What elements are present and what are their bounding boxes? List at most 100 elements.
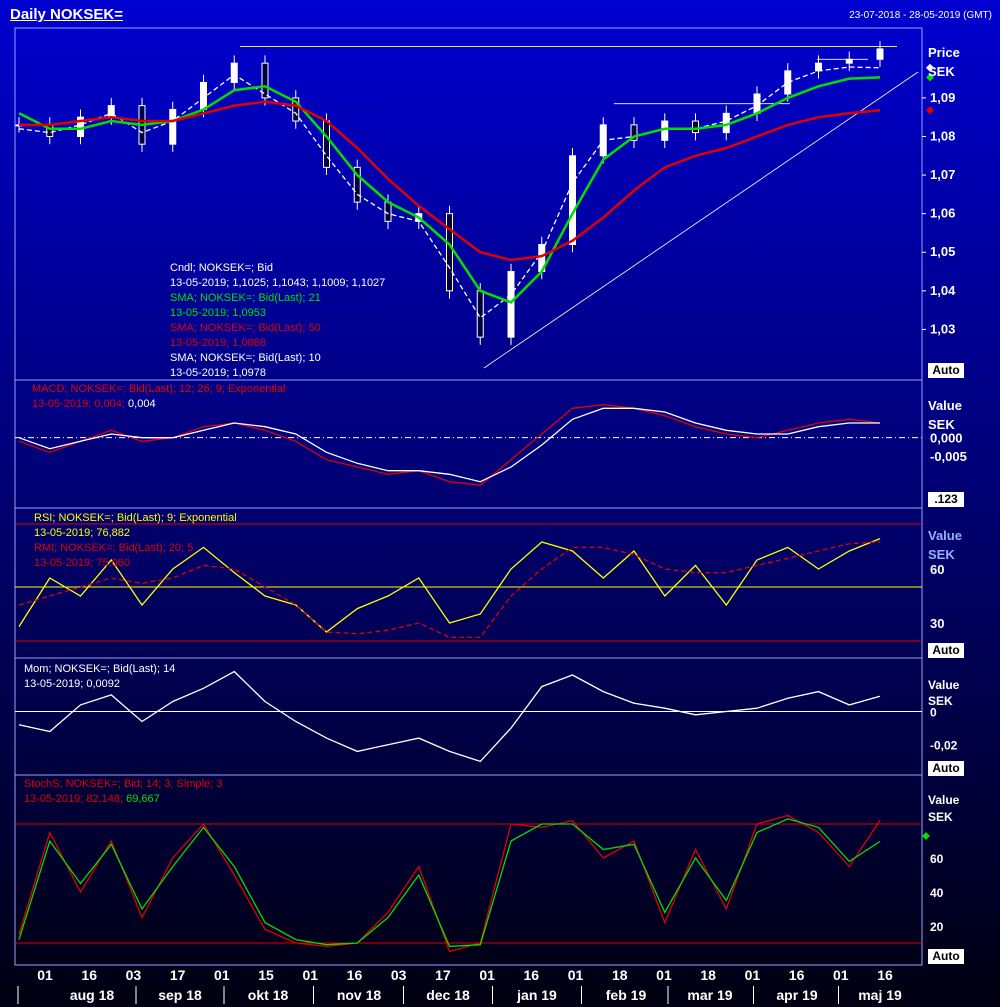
panel-frames: 1,09 1,08 1,07 1,06 1,05 1,04 1,03 0,000 -0,005 6… [14, 27, 967, 966]
candle-body [230, 62, 238, 83]
rsi-auto-button[interactable]: Auto [928, 643, 964, 658]
candle-body [446, 213, 453, 292]
rsi-legend-line: RMI; NOKSEK=; Bid(Last); 20; 5 [34, 542, 194, 554]
macd-legend-title: MACD; NOKSEK=; Bid(Last); 12; 26; 9; Exp… [32, 383, 286, 395]
support-trendline [483, 71, 919, 369]
sma-line-sma21 [18, 76, 881, 304]
rsi-unit-label: Value [928, 528, 962, 543]
price-legend-line: SMA; NOKSEK=; Bid(Last); 50 [170, 322, 321, 334]
mom-unit-label: Value [928, 678, 960, 692]
macd-legend-value-b: 0,004 [128, 398, 156, 410]
macd-signal-line [18, 407, 880, 483]
x-day-label: 16 [81, 967, 97, 983]
price-tick-label: 1,05 [930, 244, 955, 259]
stoch-tick-label: 40 [930, 886, 944, 900]
stoch-legend-values: 13-05-2019; 82,148; 69,667 [24, 793, 160, 805]
candles [15, 41, 884, 345]
x-day-label: 17 [170, 967, 186, 983]
price-tick-label: 1,03 [930, 321, 955, 336]
price-legend-line: SMA; NOKSEK=; Bid(Last); 21 [170, 292, 321, 304]
price-tick-label: 1,08 [930, 128, 955, 143]
x-month-label: maj 19 [858, 987, 902, 1003]
candle-body [353, 166, 361, 203]
x-month-label: jan 19 [516, 987, 557, 1003]
date-range: 23-07-2018 - 28-05-2019 (GMT) [849, 10, 992, 21]
macd-macd-line [18, 404, 881, 486]
mom-line [18, 670, 881, 763]
sma-line-sma10 [18, 66, 881, 319]
mom-auto-button[interactable]: Auto [928, 761, 964, 776]
macd-legend-values: 13-05-2019; 0,004; 0,004 [32, 398, 156, 410]
x-day-label: 03 [391, 967, 407, 983]
price-legend-line: SMA; NOKSEK=; Bid(Last); 10 [170, 352, 321, 364]
x-month-label: sep 18 [158, 987, 202, 1003]
candle-body [107, 105, 115, 118]
x-day-label: 01 [833, 967, 849, 983]
rsi-legend-line: 13-05-2019; 76,882 [34, 527, 131, 539]
x-month-label: mar 19 [687, 987, 732, 1003]
x-axis: 01 16 03 17 01 15 01 16 03 17 01 16 01 18 01 18 01 16 01 16… [17, 967, 902, 1004]
mom-legend-line: Mom; NOKSEK=; Bid(Last); 14 [24, 663, 176, 675]
mom-tick-label: 0 [930, 706, 937, 720]
candle-body [169, 108, 177, 145]
candle-body [845, 58, 853, 64]
x-day-label: 17 [435, 967, 451, 983]
rsi-rsi-line [18, 537, 881, 633]
mom-legend-line: 13-05-2019; 0,0092 [24, 678, 121, 690]
rsi-rmi-line [18, 541, 881, 639]
candle-body [323, 120, 330, 168]
candle-body [661, 120, 669, 141]
sma-line-sma50 [19, 100, 881, 262]
x-day-label: 01 [302, 967, 318, 983]
price-tick-label: 1,06 [930, 206, 955, 221]
x-day-label: 03 [126, 967, 142, 983]
x-month-label: feb 19 [606, 987, 647, 1003]
x-day-label: 01 [656, 967, 672, 983]
rsi-unit-sek: SEK [928, 547, 955, 562]
x-month-label: okt 18 [248, 987, 289, 1003]
macd-auto-button[interactable]: .123 [928, 492, 964, 507]
chart-title: Daily NOKSEK= [10, 6, 123, 23]
x-day-label: 18 [700, 967, 716, 983]
x-day-label: 01 [37, 967, 53, 983]
x-month-label: dec 18 [426, 987, 470, 1003]
x-day-label: 15 [258, 967, 274, 983]
price-legend-line: 13-05-2019; 1,1025; 1,1043; 1,1009; 1,10… [170, 277, 386, 289]
rsi-tick-label: 60 [930, 562, 944, 577]
price-unit-sek: SEK [928, 64, 955, 79]
price-tick-label: 1,04 [930, 283, 956, 298]
stoch-d-line [18, 818, 881, 948]
price-tick-label: 1,07 [930, 167, 955, 182]
stoch-legend-title: StochS; NOKSEK=; Bid; 14; 3; Simple; 3 [24, 778, 223, 790]
price-unit-label: Price [928, 45, 960, 60]
macd-tick-label: 0,000 [930, 431, 963, 446]
price-legend-line: 13-05-2019; 1,0953 [170, 307, 267, 319]
candle-body [784, 70, 792, 95]
mom-tick-label: -0,02 [930, 739, 958, 753]
candle-body [292, 97, 300, 122]
rsi-legend-line: 13-05-2019; 75,060 [34, 557, 131, 569]
macd-legend-value-a: 13-05-2019; 0,004; [32, 398, 129, 410]
macd-unit-label: Value [928, 398, 962, 413]
reference-lines [15, 46, 922, 944]
stoch-legend-value-a: 13-05-2019; 82,148; [24, 793, 127, 805]
stoch-tick-label: 20 [930, 920, 944, 934]
candle-body [507, 271, 515, 338]
stoch-auto-button[interactable]: Auto [928, 949, 964, 964]
candle-body [200, 81, 207, 110]
x-day-label: 01 [479, 967, 495, 983]
x-day-label: 01 [745, 967, 761, 983]
price-tick-label: 1,09 [930, 90, 955, 105]
x-day-label: 16 [347, 967, 363, 983]
last-value-marker [926, 63, 934, 72]
candle-body [815, 62, 822, 72]
price-markers [922, 63, 934, 840]
candle-body [261, 62, 269, 99]
last-value-marker [926, 106, 934, 115]
price-auto-button[interactable]: Auto [928, 363, 964, 378]
price-legend-line: 13-05-2019; 1,0978 [170, 367, 267, 379]
stoch-k-line [18, 814, 881, 953]
